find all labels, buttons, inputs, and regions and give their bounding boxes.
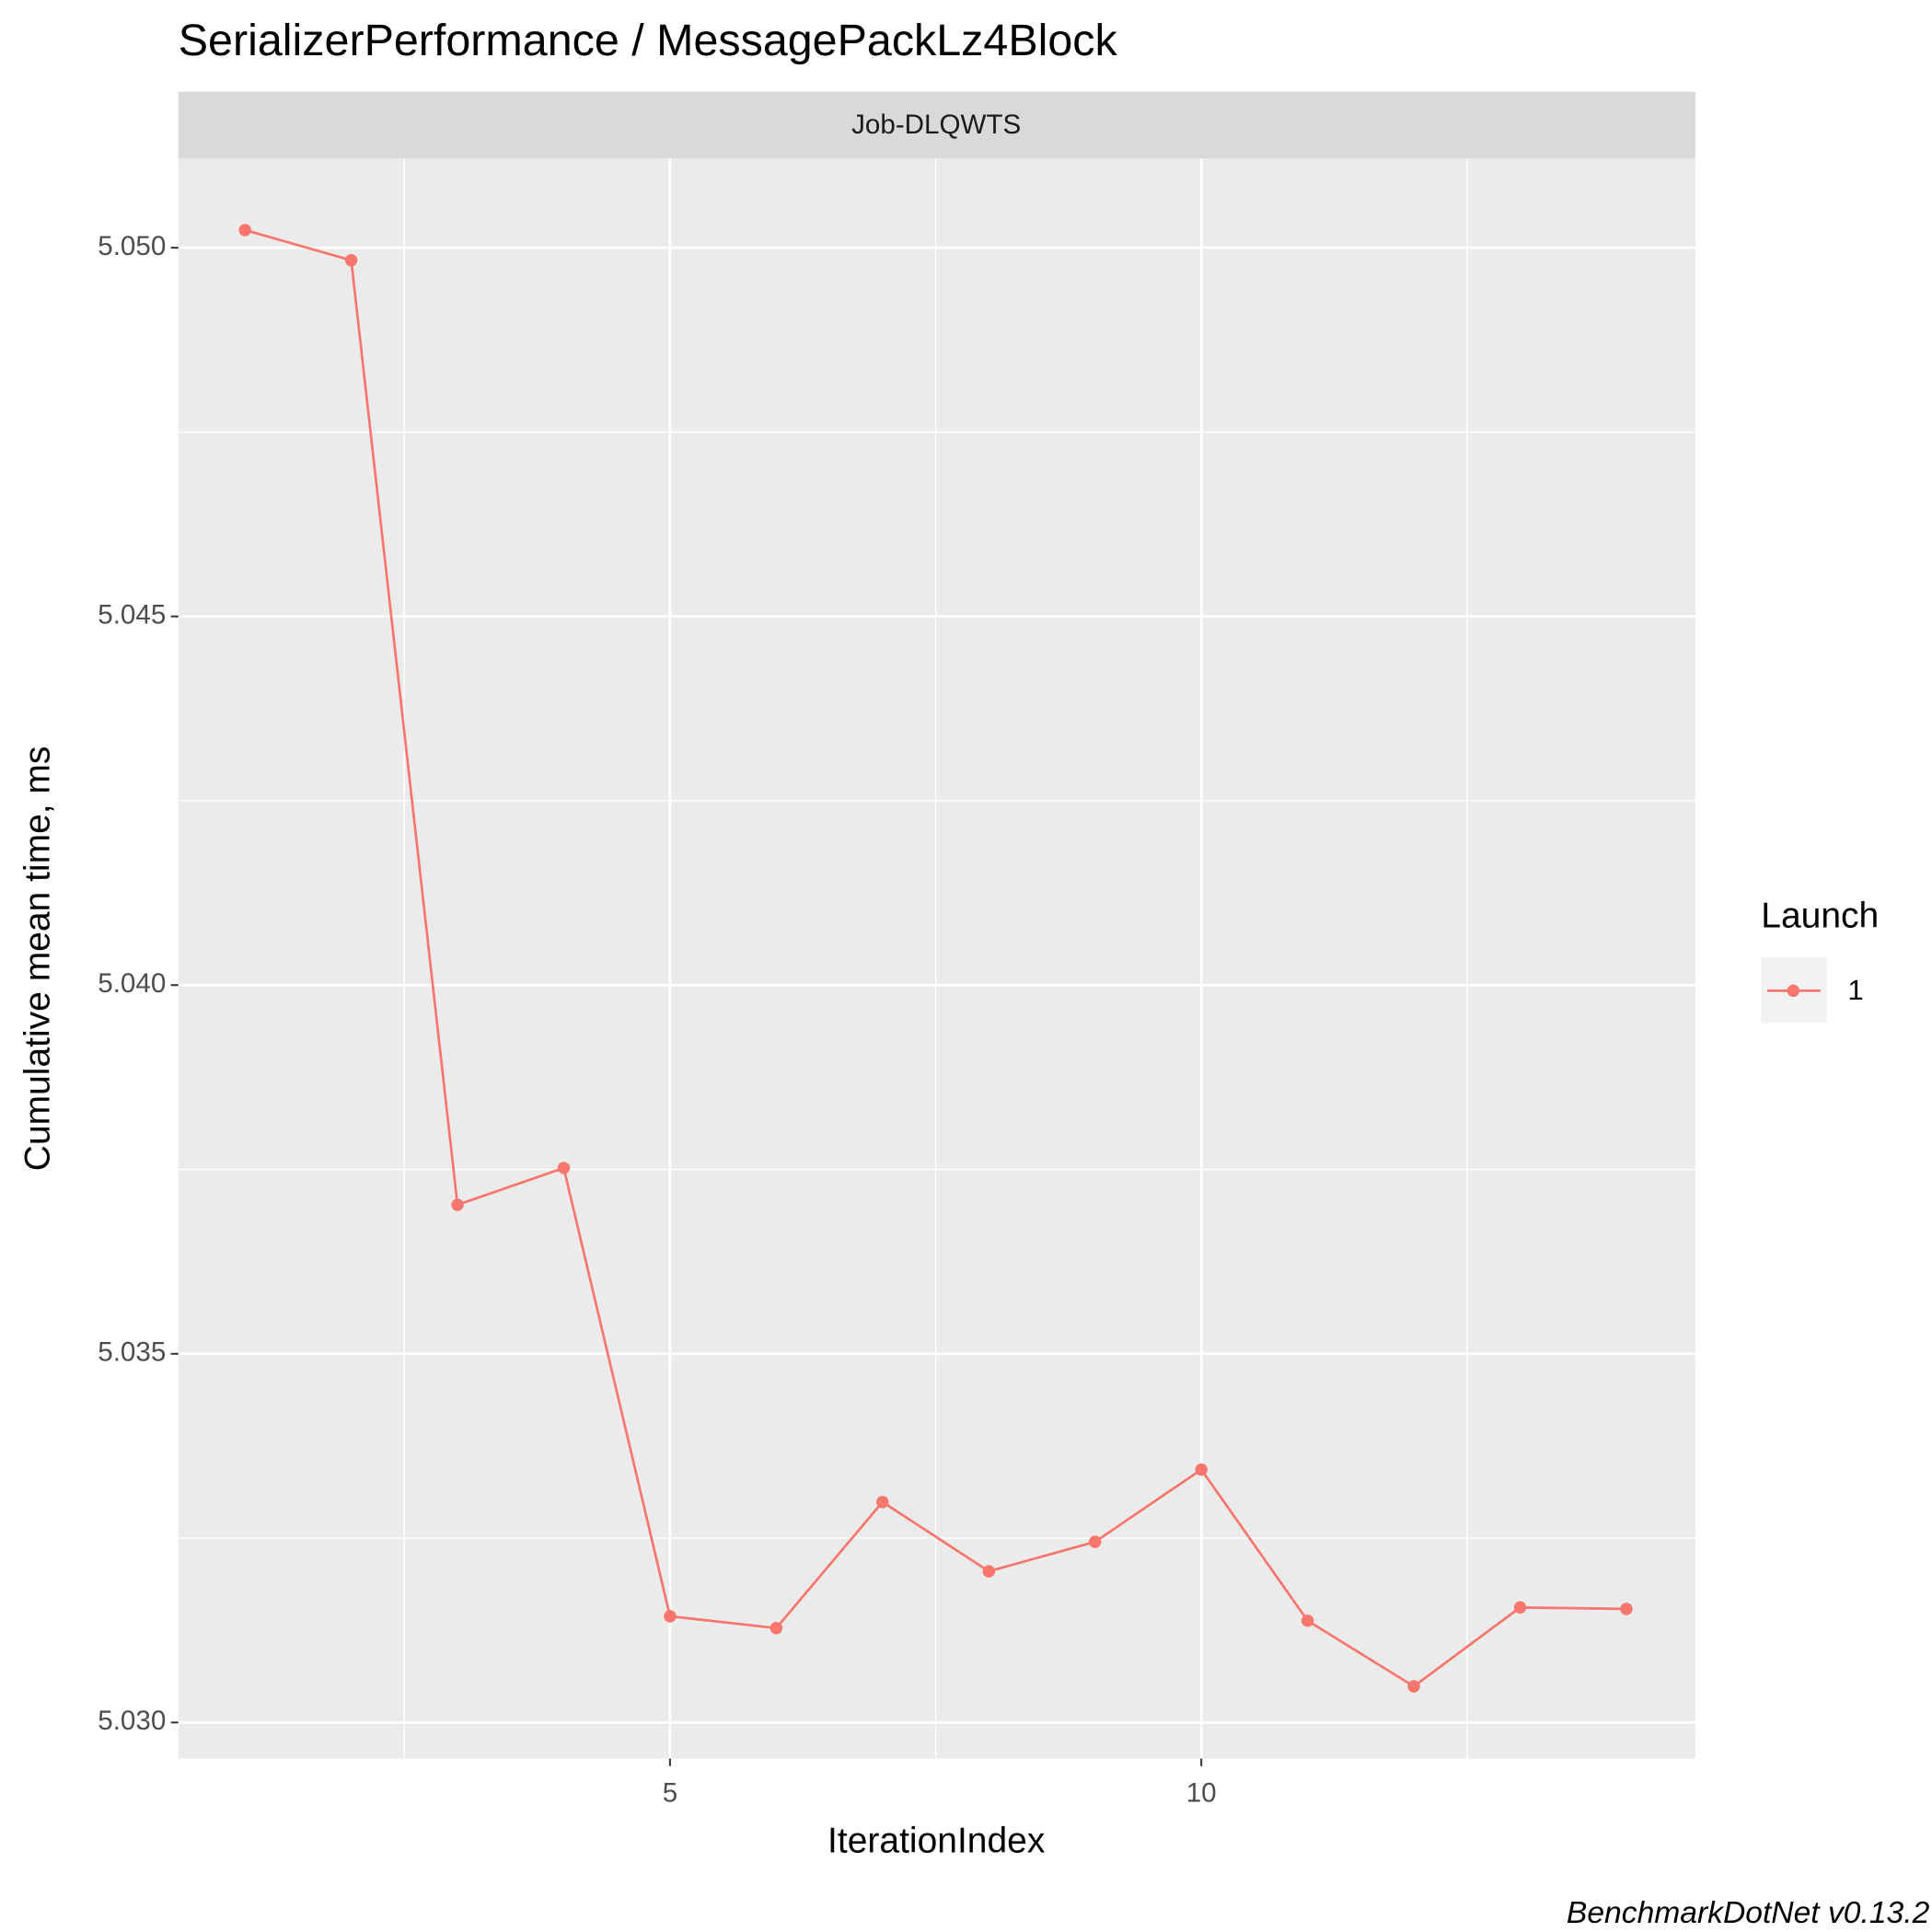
- plot-root: Job-DLQWTS SerializerPerformance / Messa…: [17, 16, 1929, 1930]
- data-point: [664, 1610, 677, 1623]
- chart-title: SerializerPerformance / MessagePackLz4Bl…: [179, 16, 1118, 65]
- y-tick-label: 5.050: [98, 231, 166, 261]
- data-point: [1195, 1463, 1208, 1476]
- panel-background: [178, 158, 1695, 1759]
- data-point: [769, 1622, 783, 1635]
- x-axis-title: IterationIndex: [827, 1821, 1046, 1860]
- series-line: [244, 228, 1626, 1688]
- legend-point: [1787, 984, 1800, 998]
- data-point: [344, 254, 358, 267]
- facet-strip: [178, 91, 1695, 159]
- data-point: [1513, 1601, 1527, 1614]
- data-point: [876, 1496, 889, 1509]
- data-point: [982, 1565, 995, 1578]
- data-point: [451, 1198, 464, 1211]
- data-point: [1407, 1680, 1420, 1693]
- y-tick-label: 5.040: [98, 968, 166, 999]
- data-point: [557, 1162, 571, 1174]
- legend-label: 1: [1847, 974, 1863, 1006]
- y-tick-label: 5.045: [98, 600, 166, 631]
- data-point: [1620, 1602, 1633, 1615]
- y-tick-label: 5.035: [98, 1337, 166, 1368]
- data-point: [1088, 1535, 1102, 1548]
- x-tick-label: 10: [1186, 1777, 1217, 1808]
- data-point: [1301, 1614, 1314, 1627]
- x-tick-label: 5: [663, 1777, 677, 1808]
- legend-title: Launch: [1761, 896, 1879, 935]
- facet-label: Job-DLQWTS: [851, 110, 1021, 140]
- data-point: [238, 224, 251, 237]
- y-tick-label: 5.030: [98, 1706, 166, 1736]
- grid: [178, 158, 1695, 1759]
- y-axis-title: Cumulative mean time, ms: [17, 746, 57, 1172]
- caption: BenchmarkDotNet v0.13.2: [1567, 1896, 1930, 1930]
